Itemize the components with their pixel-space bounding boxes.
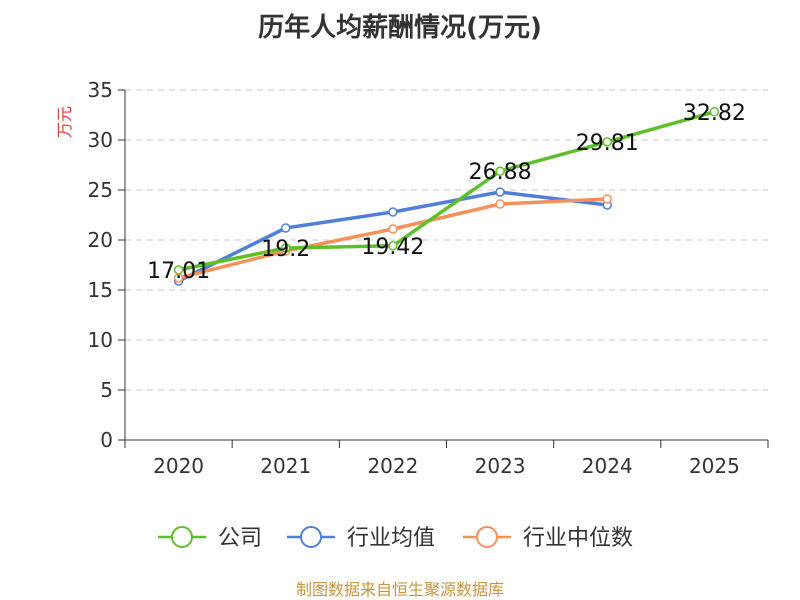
grid-lines bbox=[125, 89, 768, 391]
x-tick-label: 2021 bbox=[260, 454, 311, 478]
y-tick-label: 15 bbox=[88, 278, 113, 302]
legend-item[interactable]: 行业均值 bbox=[287, 526, 435, 551]
legend-marker bbox=[476, 526, 498, 548]
x-tick-label: 2023 bbox=[475, 454, 526, 478]
y-tick-label: 20 bbox=[88, 228, 113, 252]
data-point[interactable] bbox=[281, 243, 291, 253]
y-tick-label: 30 bbox=[88, 128, 113, 152]
legend-marker bbox=[300, 526, 322, 548]
data-point[interactable] bbox=[602, 194, 612, 204]
legend[interactable]: 公司 行业均值 行业中位数 bbox=[158, 526, 633, 551]
data-label: 17.01 bbox=[147, 259, 210, 284]
data-label: 19.42 bbox=[361, 235, 424, 260]
y-tick-label: 25 bbox=[88, 178, 113, 202]
series-layer bbox=[173, 107, 720, 286]
data-point[interactable] bbox=[495, 199, 505, 209]
data-point[interactable] bbox=[388, 241, 398, 251]
data-point[interactable] bbox=[495, 166, 505, 176]
source-note: 制图数据来自恒生聚源数据库 bbox=[296, 580, 504, 599]
data-point[interactable] bbox=[281, 223, 291, 233]
series-line bbox=[178, 110, 715, 272]
y-axis-label: 万元 bbox=[55, 106, 74, 138]
legend-label: 行业中位数 bbox=[523, 526, 633, 551]
y-tick-label: 35 bbox=[88, 78, 113, 102]
data-label: 19.2 bbox=[261, 237, 310, 262]
legend-label: 公司 bbox=[218, 526, 262, 551]
y-tick-label: 0 bbox=[100, 428, 113, 452]
data-label: 32.82 bbox=[683, 101, 746, 126]
x-tick-label: 2024 bbox=[582, 454, 633, 478]
legend-item[interactable]: 公司 bbox=[158, 526, 262, 551]
legend-item[interactable]: 行业中位数 bbox=[463, 526, 633, 551]
data-point[interactable] bbox=[602, 137, 612, 147]
data-label: 26.88 bbox=[469, 160, 532, 185]
data-point[interactable] bbox=[709, 107, 720, 117]
x-tick-label: 2025 bbox=[689, 454, 740, 478]
data-point[interactable] bbox=[388, 207, 398, 217]
legend-label: 行业均值 bbox=[347, 526, 435, 551]
data-label: 29.81 bbox=[576, 131, 639, 156]
chart-title: 历年人均薪酬情况(万元) bbox=[258, 12, 542, 43]
x-tick-label: 2022 bbox=[367, 454, 418, 478]
y-tick-label: 10 bbox=[88, 328, 113, 352]
legend-marker bbox=[171, 526, 193, 548]
data-point[interactable] bbox=[388, 224, 398, 234]
y-tick-label: 5 bbox=[100, 378, 113, 402]
data-labels: 17.01 19.2 19.42 26.88 29.81 32.82 bbox=[147, 101, 746, 284]
x-tick-label: 2020 bbox=[153, 454, 204, 478]
data-point[interactable] bbox=[495, 187, 505, 197]
data-point[interactable] bbox=[173, 265, 184, 275]
